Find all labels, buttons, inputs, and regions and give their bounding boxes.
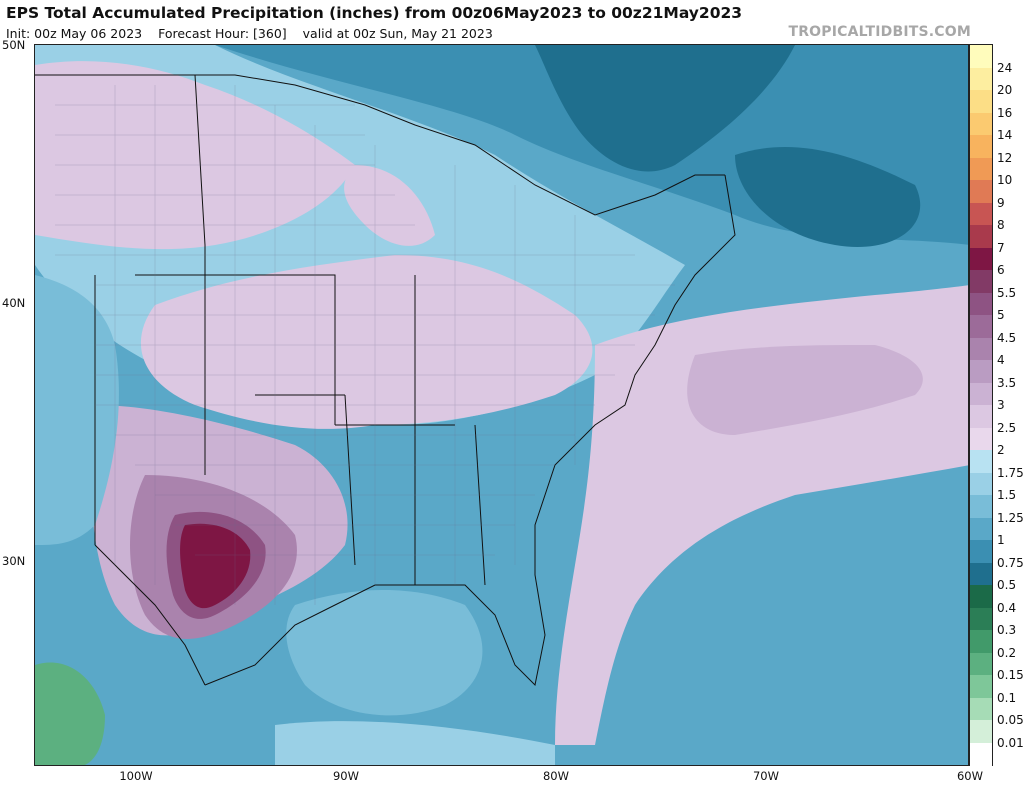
- colorbar-label: 0.15: [997, 668, 1024, 682]
- colorbar-cell: [970, 112, 992, 136]
- interior-boundaries: [94, 74, 486, 586]
- colorbar-cell: [970, 135, 992, 158]
- colorbar-cell: [970, 675, 992, 698]
- precip-field-newfoundland: [735, 146, 921, 247]
- colorbar-label: 0.75: [997, 555, 1024, 570]
- colorbar-cell: [970, 607, 992, 631]
- colorbar-cell: [970, 540, 992, 563]
- colorbar-cell: [970, 585, 992, 608]
- colorbar-label: 4.5: [997, 330, 1017, 345]
- colorbar-label: 24: [997, 60, 1013, 75]
- precip-field-great-lakes: [344, 165, 435, 246]
- colorbar-label: 4: [997, 353, 1005, 367]
- precip-field-gulf: [286, 590, 483, 716]
- colorbar-label: 10: [997, 173, 1013, 187]
- colorbar-label: 5.5: [997, 285, 1017, 300]
- map-title: EPS Total Accumulated Precipitation (inc…: [6, 4, 743, 22]
- colorbar-cell: [970, 697, 992, 721]
- precip-field-texas-max: [180, 523, 251, 609]
- colorbar-label: 7: [997, 240, 1005, 255]
- colorbar-cell: [970, 382, 992, 406]
- colorbar-cell: [970, 270, 992, 293]
- map-subtitle: Init: 00z May 06 2023 Forecast Hour: [36…: [6, 26, 505, 41]
- colorbar-cell: [970, 225, 992, 248]
- brand-watermark: TROPICALTIDBITS.COM: [788, 24, 971, 40]
- boundaries: [35, 74, 736, 687]
- lat-label-30n: 30N: [2, 554, 26, 568]
- colorbar-label: 6: [997, 263, 1005, 277]
- atlantic-coastline: [204, 174, 736, 687]
- colorbar-cell: [970, 450, 992, 473]
- colorbar-cell: [970, 742, 992, 766]
- colorbar-cell: [970, 292, 992, 316]
- lon-label-80w: 80W: [542, 769, 570, 783]
- colorbar-cell: [970, 247, 992, 271]
- colorbar-label: 5: [997, 308, 1005, 322]
- precip-field-caribbean: [275, 721, 555, 765]
- colorbar-label: 0.4: [997, 600, 1017, 615]
- colorbar-cell: [970, 67, 992, 91]
- precip-field-canada-dark: [535, 45, 795, 172]
- colorbar-cell: [970, 472, 992, 496]
- colorbar-label: 8: [997, 218, 1005, 232]
- colorbar-cell: [970, 180, 992, 203]
- gulf-coast-texas: [94, 544, 206, 686]
- colorbar-cell: [970, 720, 992, 743]
- forecast-hour: Forecast Hour: [360]: [158, 26, 287, 41]
- colorbar-label: 1: [997, 533, 1005, 547]
- colorbar: [969, 44, 993, 766]
- colorbar-label: 9: [997, 195, 1005, 210]
- precip-field-mexico-dry: [35, 662, 105, 765]
- colorbar-cell: [970, 202, 992, 226]
- colorbar-cell: [970, 360, 992, 383]
- county-lines: [55, 85, 675, 605]
- colorbar-label: 1.25: [997, 510, 1024, 525]
- colorbar-cell: [970, 157, 992, 181]
- colorbar-cell: [970, 495, 992, 518]
- lon-label-100w: 100W: [119, 769, 153, 783]
- lon-label-60w: 60W: [956, 769, 984, 783]
- colorbar-label: 0.5: [997, 578, 1017, 592]
- colorbar-cell: [970, 517, 992, 541]
- init-time: Init: 00z May 06 2023: [6, 26, 143, 41]
- colorbar-label: 2: [997, 443, 1005, 457]
- colorbar-cell: [970, 405, 992, 428]
- colorbar-label: 16: [997, 105, 1013, 120]
- colorbar-label: 20: [997, 83, 1013, 97]
- colorbar-label: 0.05: [997, 713, 1024, 727]
- colorbar-cell: [970, 337, 992, 361]
- colorbar-cell: [970, 630, 992, 653]
- colorbar-cell: [970, 427, 992, 451]
- colorbar-label: 14: [997, 128, 1013, 142]
- precip-field-central-corridor: [140, 255, 593, 429]
- precip-field-southwest: [35, 275, 119, 545]
- colorbar-label: 1.75: [997, 465, 1024, 480]
- colorbar-label: 0.3: [997, 623, 1017, 637]
- colorbar-label: 3.5: [997, 375, 1017, 390]
- colorbar-cell: [970, 45, 992, 68]
- colorbar-label: 0.1: [997, 690, 1017, 705]
- colorbar-cell: [970, 562, 992, 586]
- colorbar-cell: [970, 315, 992, 338]
- colorbar-label: 2.5: [997, 420, 1017, 435]
- colorbar-label: 0.01: [997, 735, 1024, 750]
- precipitation-map: [34, 44, 969, 766]
- colorbar-label: 12: [997, 150, 1013, 165]
- lat-label-50n: 50N: [2, 38, 26, 52]
- lon-label-90w: 90W: [332, 769, 360, 783]
- colorbar-cell: [970, 652, 992, 676]
- lat-label-40n: 40N: [2, 296, 26, 310]
- colorbar-label: 3: [997, 398, 1005, 412]
- colorbar-label: 0.2: [997, 645, 1017, 660]
- precip-field-atlantic-core: [687, 345, 923, 435]
- valid-time: valid at 00z Sun, May 21 2023: [302, 26, 493, 41]
- colorbar-label: 1.5: [997, 488, 1017, 502]
- colorbar-cell: [970, 90, 992, 113]
- us-canada-border: [35, 74, 725, 216]
- map-header: EPS Total Accumulated Precipitation (inc…: [0, 0, 1024, 44]
- lon-label-70w: 70W: [752, 769, 780, 783]
